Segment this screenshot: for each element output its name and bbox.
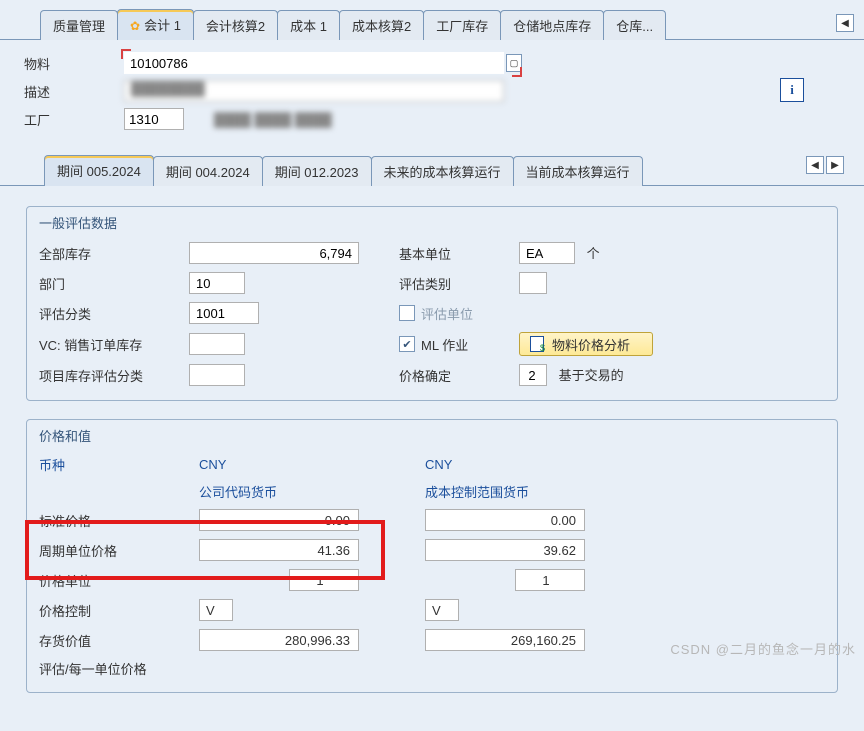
gear-icon: ✿ xyxy=(130,19,140,33)
material-field-wrap: ▢ xyxy=(124,52,504,74)
tab-scroll-left-icon[interactable]: ◀ xyxy=(836,14,854,32)
stock-val-label: 存货价值 xyxy=(39,631,199,650)
plant-desc: ████ ████ ████ xyxy=(214,108,332,130)
currency2-sub: 成本控制范围货币 xyxy=(425,482,635,501)
total-stock-value[interactable] xyxy=(189,242,359,264)
tab-warehouse[interactable]: 仓库... xyxy=(603,10,666,40)
description-label: 描述 xyxy=(24,82,124,101)
main-tab-strip: 质量管理 ✿会计 1 会计核算2 成本 1 成本核算2 工厂库存 仓储地点库存 … xyxy=(0,0,864,40)
highlight-bracket-icon xyxy=(512,67,522,77)
plant-input[interactable] xyxy=(124,108,184,130)
val-unit-label: 评估单位 xyxy=(421,304,473,323)
valuation-groupbox: 一般评估数据 全部库存 基本单位 个 部门 评估类别 评估分类 评估单位 V xyxy=(26,206,838,401)
price-det-extra: 基于交易的 xyxy=(559,368,624,383)
document-icon xyxy=(530,336,544,352)
per-price-label: 周期单位价格 xyxy=(39,541,199,560)
material-label: 物料 xyxy=(24,54,124,73)
plant-label: 工厂 xyxy=(24,110,124,129)
per-price2[interactable]: 39.62 xyxy=(425,539,585,561)
price-unit1[interactable]: 1 xyxy=(289,569,359,591)
tab-cost2[interactable]: 成本核算2 xyxy=(339,10,424,40)
prices-legend: 价格和值 xyxy=(39,426,825,445)
button-label: 物料价格分析 xyxy=(552,335,630,354)
scroll-left-icon[interactable]: ◀ xyxy=(806,156,824,174)
tab-accounting2[interactable]: 会计核算2 xyxy=(193,10,278,40)
tab-label: 会计 1 xyxy=(144,18,181,33)
val-cat-label: 评估类别 xyxy=(399,274,519,293)
material-input[interactable] xyxy=(124,52,504,74)
info-button[interactable]: i xyxy=(780,78,804,102)
dept-value[interactable] xyxy=(189,272,245,294)
stock-val1[interactable]: 280,996.33 xyxy=(199,629,359,651)
proj-stock-label: 项目库存评估分类 xyxy=(39,366,189,385)
val-unit-checkbox[interactable] xyxy=(399,305,415,321)
per-unit-val-label: 评估/每一单位价格 xyxy=(39,659,199,678)
per-price1[interactable]: 41.36 xyxy=(199,539,359,561)
tab-accounting1[interactable]: ✿ 会计 1 xyxy=(117,9,194,40)
price-det-label: 价格确定 xyxy=(399,366,519,385)
price-ctrl-label: 价格控制 xyxy=(39,601,199,620)
currency1: CNY xyxy=(199,457,409,472)
base-unit-value[interactable] xyxy=(519,242,575,264)
stock-val2[interactable]: 269,160.25 xyxy=(425,629,585,651)
ml-job-label: ML 作业 xyxy=(421,335,468,354)
dept-label: 部门 xyxy=(39,274,189,293)
scroll-right-icon[interactable]: ▶ xyxy=(826,156,844,174)
total-stock-label: 全部库存 xyxy=(39,244,189,263)
valuation-legend: 一般评估数据 xyxy=(39,213,825,232)
description-value: ████████ xyxy=(124,80,504,102)
vc-stock-label: VC: 销售订单库存 xyxy=(39,335,189,354)
period-tab-current[interactable]: 当前成本核算运行 xyxy=(513,156,643,186)
highlight-bracket-icon xyxy=(121,49,131,59)
val-class-label: 评估分类 xyxy=(39,304,189,323)
proj-stock-value[interactable] xyxy=(189,364,245,386)
watermark: CSDN @二月的鱼念一月的水 xyxy=(670,639,856,658)
price-ctrl1[interactable]: V xyxy=(199,599,233,621)
period-tab-004[interactable]: 期间 004.2024 xyxy=(153,156,263,186)
std-price1[interactable]: 0.00 xyxy=(199,509,359,531)
price-det-value[interactable] xyxy=(519,364,547,386)
val-cat-value[interactable] xyxy=(519,272,547,294)
period-scroll-buttons: ◀ ▶ xyxy=(806,156,844,174)
period-tab-strip: 期间 005.2024 期间 004.2024 期间 012.2023 未来的成… xyxy=(0,154,864,186)
price-unit2[interactable]: 1 xyxy=(515,569,585,591)
currency2: CNY xyxy=(425,457,635,472)
base-unit-extra: 个 xyxy=(587,246,600,261)
period-tab-012[interactable]: 期间 012.2023 xyxy=(262,156,372,186)
price-unit-label: 价格单位 xyxy=(39,571,199,590)
tab-cost1[interactable]: 成本 1 xyxy=(277,10,340,40)
base-unit-label: 基本单位 xyxy=(399,244,519,263)
tab-quality[interactable]: 质量管理 xyxy=(40,10,118,40)
price-ctrl2[interactable]: V xyxy=(425,599,459,621)
std-price2[interactable]: 0.00 xyxy=(425,509,585,531)
ml-job-checkbox[interactable]: ✔ xyxy=(399,336,415,352)
period-tab-005[interactable]: 期间 005.2024 xyxy=(44,155,154,186)
currency1-sub: 公司代码货币 xyxy=(199,482,409,501)
price-analysis-button[interactable]: 物料价格分析 xyxy=(519,332,653,356)
val-class-value[interactable] xyxy=(189,302,259,324)
tab-plant-stock[interactable]: 工厂库存 xyxy=(423,10,501,40)
period-tab-future[interactable]: 未来的成本核算运行 xyxy=(371,156,514,186)
currency-label: 币种 xyxy=(39,455,199,474)
std-price-label: 标准价格 xyxy=(39,511,199,530)
tab-storage-stock[interactable]: 仓储地点库存 xyxy=(500,10,604,40)
header-form: 物料 ▢ 描述 ████████ 工厂 ████ ████ ████ xyxy=(0,40,864,140)
vc-stock-value[interactable] xyxy=(189,333,245,355)
